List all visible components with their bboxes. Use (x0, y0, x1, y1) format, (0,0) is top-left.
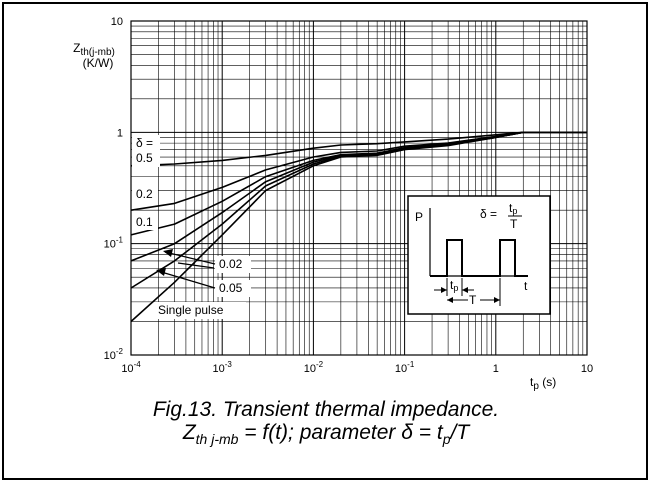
leader-line-0-02 (164, 251, 216, 265)
figure-frame (2, 2, 648, 480)
x-tick-label: 10-1 (395, 360, 415, 375)
curves (130, 131, 587, 323)
arrow-head-icon (163, 249, 173, 257)
plot-area-border (130, 20, 588, 356)
y-tick-label: 10 (111, 16, 123, 28)
x-tick-label: 10-2 (304, 360, 324, 375)
inset-p-label: P (415, 210, 423, 224)
inset-period-label: T (469, 293, 477, 307)
thermal-impedance-chart: 10-4 10-3 10-2 10-1 1 10 10-2 10-1 1 10 Zth(j-mb)… (73, 16, 594, 392)
arrow-head-icon (494, 297, 500, 303)
x-tick-label: 1 (493, 363, 499, 375)
figure-caption-formula: Zth j-mb = f(t); parameter δ = tp/T (182, 421, 470, 448)
arrow-head-icon (447, 297, 453, 303)
x-axis-label: tp (s) (530, 375, 556, 392)
series-line-0-5 (130, 131, 587, 167)
label-delta-0-05: 0.05 (219, 281, 243, 295)
inset-formula-numerator: tp (509, 201, 517, 216)
label-delta-0-5: 0.5 (136, 151, 153, 165)
arrow-head-icon (462, 287, 468, 293)
x-tick-label: 10 (581, 363, 593, 375)
series-line-single-pulse (130, 131, 587, 323)
inset-tp-label: tp (450, 278, 458, 293)
delta-header-label: δ = (136, 136, 153, 150)
y-tick-label: 10-1 (104, 236, 124, 251)
inset-formula-denominator: T (510, 217, 518, 231)
tick-labels: 10-4 10-3 10-2 10-1 1 10 10-2 10-1 1 10 (104, 16, 594, 375)
pulse-waveform (430, 239, 528, 277)
arrow-head-icon (441, 287, 447, 293)
pulse-inset: P δ = tp T tp T t (407, 195, 551, 315)
label-delta-0-02: 0.02 (219, 257, 243, 271)
arrow-head-icon (156, 268, 166, 276)
y-tick-label: 10-2 (104, 347, 124, 362)
label-single-pulse: Single pulse (158, 303, 224, 317)
leader-line-tick (177, 262, 215, 269)
x-tick-label: 10-3 (213, 360, 233, 375)
y-tick-label: 1 (117, 127, 123, 139)
figure-caption-title: Fig.13. Transient thermal impedance. (152, 398, 500, 421)
inset-t-axis-label: t (524, 279, 528, 293)
x-tick-label: 10-4 (121, 360, 141, 375)
y-axis-label: Zth(j-mb) (73, 41, 115, 58)
leader-line-0-05 (157, 270, 216, 289)
label-delta-0-2: 0.2 (136, 187, 153, 201)
label-delta-0-1: 0.1 (136, 215, 153, 229)
y-axis-unit: (K/W) (83, 56, 114, 70)
t-label-bg (468, 293, 480, 306)
plot-border (130, 20, 588, 356)
curve-annotations: δ = 0.5 0.2 0.1 0.02 0.05 Single pulse (132, 135, 251, 319)
inset-formula-lhs: δ = (480, 207, 497, 221)
